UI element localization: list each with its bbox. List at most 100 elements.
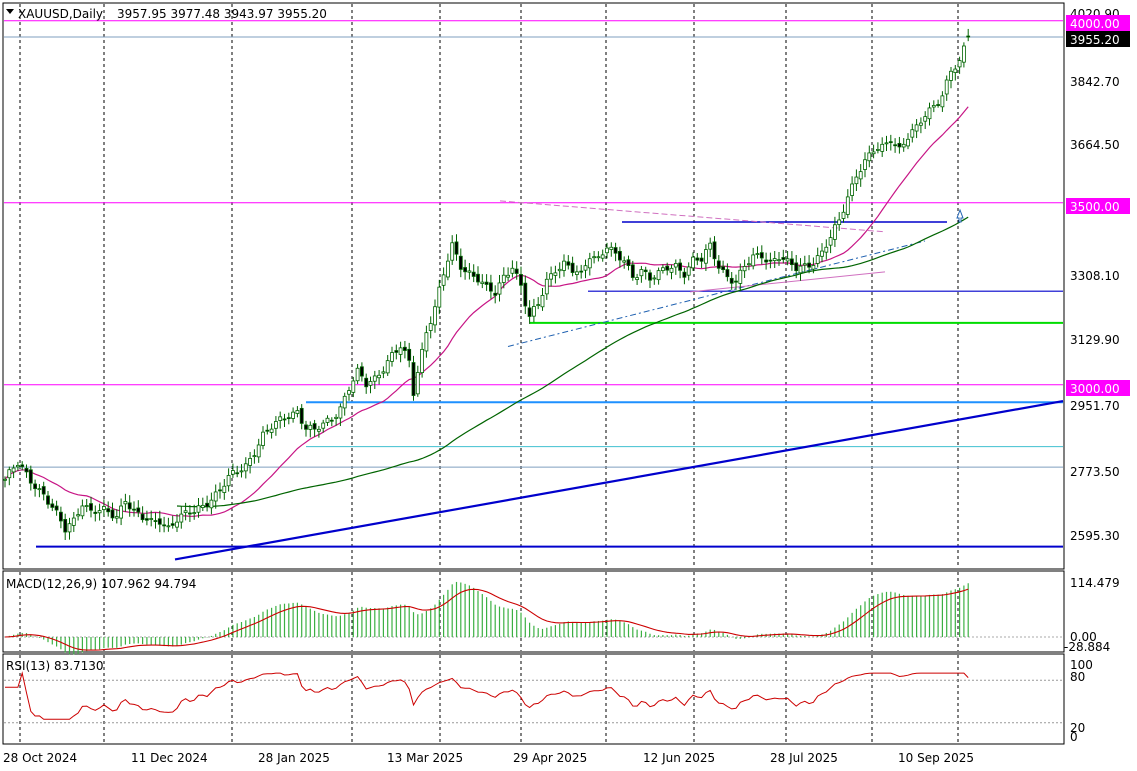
bull-candle bbox=[536, 304, 541, 307]
bear-candle bbox=[476, 273, 480, 283]
bear-candle bbox=[488, 282, 493, 292]
bear-candle bbox=[89, 503, 93, 511]
bull-candle bbox=[183, 510, 188, 513]
level-badge-3500 bbox=[1066, 198, 1130, 214]
bull-candle bbox=[480, 281, 485, 284]
bear-candle bbox=[304, 424, 308, 430]
bull-candle bbox=[342, 395, 347, 409]
bull-candle bbox=[931, 105, 936, 108]
bull-candle bbox=[850, 183, 854, 196]
bull-candle bbox=[772, 258, 777, 262]
bull-candle bbox=[355, 367, 360, 382]
bull-candle bbox=[316, 428, 321, 432]
bear-candle bbox=[643, 269, 648, 273]
price-axis: 4020.90 3842.70 3664.50 3308.10 3129.90 … bbox=[1066, 7, 1130, 543]
bear-candle bbox=[716, 260, 721, 269]
bear-candle bbox=[458, 255, 463, 270]
bull-candle bbox=[269, 428, 274, 433]
bull-candle bbox=[914, 124, 919, 132]
dashed-trendline bbox=[507, 240, 926, 347]
bear-candle bbox=[110, 509, 115, 519]
bull-candle bbox=[291, 411, 296, 419]
rsi-panel[interactable] bbox=[2, 653, 1065, 745]
bear-candle bbox=[411, 362, 416, 396]
bear-candle bbox=[759, 252, 764, 259]
bull-candle bbox=[84, 505, 89, 507]
bear-candle bbox=[33, 483, 37, 490]
bull-candle bbox=[76, 514, 80, 517]
bull-candle bbox=[635, 277, 639, 280]
bear-candle bbox=[764, 259, 768, 263]
bear-candle bbox=[936, 104, 940, 106]
bull-candle bbox=[230, 470, 235, 475]
bull-candle bbox=[532, 306, 536, 317]
bull-candle bbox=[377, 374, 382, 379]
bear-candle bbox=[678, 262, 682, 271]
bull-candle bbox=[884, 142, 889, 145]
price-tick-label: 3308.10 bbox=[1070, 269, 1120, 283]
bull-candle bbox=[497, 282, 502, 295]
last-price-badge-text: 3955.20 bbox=[1070, 33, 1120, 47]
bear-candle bbox=[187, 512, 192, 515]
macd-panel[interactable] bbox=[2, 570, 1065, 653]
bear-candle bbox=[41, 486, 46, 495]
bull-candle bbox=[962, 45, 966, 63]
bull-candle bbox=[179, 513, 184, 523]
bear-candle bbox=[282, 418, 287, 421]
bull-candle bbox=[871, 151, 876, 155]
bull-candle bbox=[596, 256, 601, 259]
bear-candle bbox=[579, 270, 584, 273]
bull-candle bbox=[37, 488, 42, 491]
bull-candle bbox=[738, 269, 743, 284]
level-badge-3500-text: 3500.00 bbox=[1070, 200, 1120, 214]
bull-candle bbox=[854, 176, 859, 185]
bear-candle bbox=[966, 35, 971, 38]
bull-candle bbox=[815, 255, 820, 264]
bear-candle bbox=[54, 505, 59, 511]
price-tick-label: 2595.30 bbox=[1070, 529, 1120, 543]
bull-candle bbox=[278, 416, 283, 421]
bull-candle bbox=[15, 464, 20, 468]
time-tick-label: 11 Dec 2024 bbox=[131, 751, 208, 765]
vertical-gridlines bbox=[19, 4, 959, 743]
time-tick-label: 28 Jan 2025 bbox=[258, 751, 330, 765]
bear-candle bbox=[807, 262, 811, 268]
bull-candle bbox=[562, 260, 566, 271]
bull-candle bbox=[944, 79, 949, 95]
bear-candle bbox=[519, 274, 523, 286]
bull-candle bbox=[880, 143, 885, 152]
bear-candle bbox=[768, 259, 773, 262]
time-tick-label: 28 Jul 2025 bbox=[770, 751, 838, 765]
bull-candle bbox=[321, 422, 326, 429]
main-price-panel[interactable] bbox=[2, 2, 1065, 570]
bull-candle bbox=[863, 159, 867, 170]
bull-candle bbox=[867, 152, 872, 162]
bull-candle bbox=[97, 510, 102, 514]
bull-candle bbox=[11, 467, 16, 473]
bull-candle bbox=[605, 247, 609, 254]
bull-candle bbox=[656, 270, 661, 281]
bull-candle bbox=[858, 171, 863, 180]
bull-candle bbox=[261, 431, 265, 446]
bear-candle bbox=[523, 282, 528, 307]
bull-candle bbox=[256, 444, 261, 458]
bull-candle bbox=[587, 258, 592, 269]
bull-candle bbox=[639, 269, 644, 277]
bull-candle bbox=[802, 263, 807, 266]
time-tick-label: 28 Oct 2024 bbox=[3, 751, 77, 765]
bear-candle bbox=[734, 280, 738, 283]
bear-candle bbox=[514, 268, 519, 274]
price-tick-label: 2951.70 bbox=[1070, 399, 1120, 413]
chevron-down-icon[interactable] bbox=[6, 9, 14, 14]
channel-bottom bbox=[689, 271, 886, 293]
bear-candle bbox=[162, 524, 167, 527]
bear-candle bbox=[153, 520, 158, 522]
macd-axis-max: 114.479 bbox=[1070, 576, 1120, 590]
bear-candle bbox=[721, 266, 725, 271]
bull-candle bbox=[325, 417, 330, 423]
level-badge-4000-text: 4000.00 bbox=[1070, 17, 1120, 31]
bull-candle bbox=[433, 306, 437, 326]
bull-candle bbox=[123, 501, 128, 505]
bull-candle bbox=[777, 259, 781, 262]
